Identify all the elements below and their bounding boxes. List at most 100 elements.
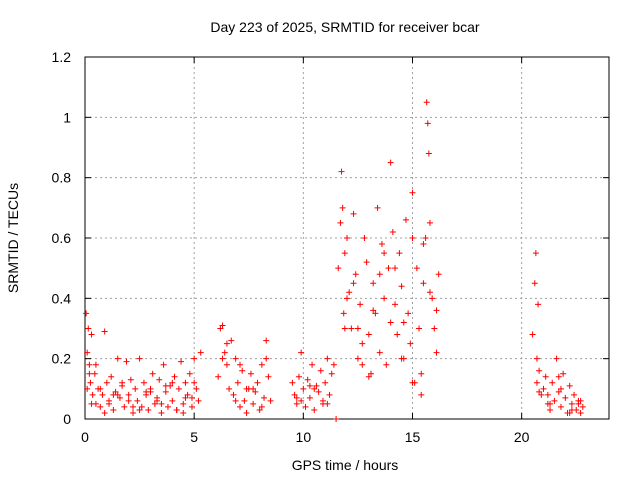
data-point [108,373,115,380]
data-point [420,280,427,287]
data-point [182,394,189,401]
data-point [237,361,244,368]
data-point [158,400,165,407]
data-point [532,250,539,257]
data-point [368,370,375,377]
axis-ticks [84,56,609,420]
data-point [127,376,134,383]
data-point [374,204,381,211]
data-point [423,99,430,106]
data-point [261,394,268,401]
data-point [547,406,554,413]
data-point [291,391,298,398]
data-point [138,403,145,410]
data-point [544,391,551,398]
data-point [112,388,119,395]
data-point [239,367,246,374]
data-point [162,388,169,395]
data-point [252,388,259,395]
data-point [562,394,569,401]
data-point [309,361,316,368]
data-point [101,328,108,335]
data-point [566,409,573,416]
data-point [130,403,137,410]
chart-title: Day 223 of 2025, SRMTID for receiver bca… [210,19,480,35]
data-point [372,310,379,317]
data-point [344,295,350,302]
data-point [359,361,366,368]
data-points [83,99,586,422]
data-point [370,307,377,314]
data-point [557,385,564,392]
data-point [223,340,230,347]
data-point [160,361,167,368]
data-point [263,337,270,344]
data-point [298,397,305,404]
data-point [289,379,296,386]
data-point [171,373,178,380]
data-point [125,391,132,398]
data-point [116,394,123,401]
data-point [333,416,340,422]
data-point [230,391,237,398]
data-point [326,391,333,398]
data-point [311,385,318,392]
data-point [533,379,540,386]
data-point [435,271,442,278]
data-point [136,406,143,413]
data-point [169,397,176,404]
data-point [348,325,355,332]
data-point [340,310,347,317]
data-point [215,373,222,380]
data-point [184,391,191,398]
data-point [433,349,440,356]
data-point [409,379,416,386]
data-point [402,216,409,223]
data-point [241,397,248,404]
data-point [383,361,390,368]
data-point [265,373,272,380]
data-point [267,397,274,404]
data-point [84,349,91,356]
data-point [84,385,91,392]
data-point [409,235,416,241]
data-point [250,385,257,392]
data-point [354,325,361,332]
data-point [298,349,305,356]
data-point [392,265,399,272]
data-point [306,394,313,401]
data-point [263,355,270,362]
x-tick-label: 15 [405,429,421,445]
data-point [134,397,141,404]
data-point [313,382,320,389]
data-point [555,388,562,395]
data-point [311,406,318,413]
data-point [385,265,392,272]
data-point [575,400,582,407]
data-point [149,370,156,377]
data-point [566,382,573,389]
data-point [350,210,357,217]
data-point [258,403,265,410]
data-point [243,385,250,392]
data-point [531,280,538,287]
data-point [540,385,547,392]
data-point [136,355,143,362]
data-point [392,301,399,308]
data-point [400,319,407,326]
data-point [293,394,300,401]
data-point [422,235,429,241]
data-point [180,409,187,416]
data-point [418,370,425,377]
data-point [339,204,346,211]
data-point [398,283,405,290]
data-point [352,271,359,278]
data-point [193,385,200,392]
data-point [579,403,586,410]
data-point [381,295,388,302]
data-point [103,379,110,386]
data-point [330,361,337,368]
data-point [324,400,331,407]
y-tick-label: 1.2 [52,49,72,65]
axis-tick-labels: 0 5 10 15 20 0 0.2 0.4 0.6 0.8 1 1.2 [52,49,530,445]
